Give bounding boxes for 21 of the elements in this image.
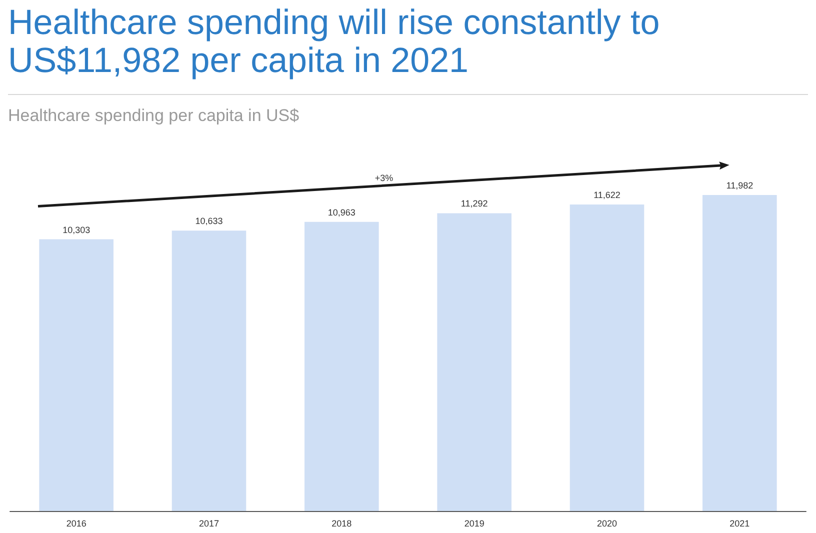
bar <box>570 204 644 511</box>
x-tick-label: 2020 <box>596 518 618 528</box>
data-label: 11,292 <box>460 198 488 209</box>
x-tick-label: 2021 <box>730 518 750 528</box>
x-tick-label: 2017 <box>198 518 220 528</box>
bar <box>304 222 379 511</box>
bar <box>39 239 114 511</box>
data-label: 10,303 <box>62 224 90 235</box>
data-label: 11,982 <box>726 180 754 190</box>
x-tick-label: 2019 <box>464 518 484 528</box>
data-label: 11,622 <box>594 190 620 200</box>
bar <box>702 195 777 511</box>
data-label: 10,963 <box>328 207 356 218</box>
x-tick-label: 2016 <box>66 518 86 528</box>
x-tick-label: 2018 <box>332 518 352 528</box>
text: +3% <box>374 172 394 183</box>
chart-title: Healthcare spending will rise constantly to US$11,982 per capita in 2021 <box>8 3 660 80</box>
data-label: 10,633 <box>195 216 223 226</box>
bar <box>172 230 246 511</box>
chart-subtitle: Healthcare spending per capita in US$ <box>8 106 300 126</box>
bar <box>437 213 512 511</box>
